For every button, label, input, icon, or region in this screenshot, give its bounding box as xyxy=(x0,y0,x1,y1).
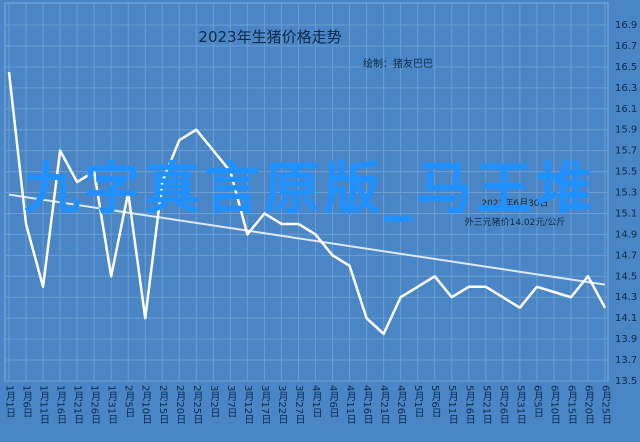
x-tick-label: 2月5日 xyxy=(123,385,135,418)
trend-line xyxy=(8,193,606,286)
y-tick-label: 15.3 xyxy=(615,188,637,199)
y-tick-label: 16.1 xyxy=(615,104,637,115)
x-tick-label: 6月20日 xyxy=(582,385,594,424)
x-tick-label: 3月7日 xyxy=(225,385,237,418)
price-line xyxy=(7,71,607,336)
y-tick-label: 14.9 xyxy=(615,229,637,240)
x-tick-label: 3月12日 xyxy=(242,385,254,424)
x-tick-label: 2月20日 xyxy=(174,385,186,424)
x-tick-label: 1月1日 xyxy=(4,385,16,418)
x-tick-label: 1月11日 xyxy=(38,385,50,424)
x-tick-label: 1月31日 xyxy=(106,385,118,424)
x-tick-label: 5月6日 xyxy=(429,385,441,418)
x-tick-label: 4月16日 xyxy=(361,385,373,424)
x-tick-label: 2月25日 xyxy=(191,385,203,424)
x-tick-label: 3月2日 xyxy=(208,385,220,418)
annotation: 外三元猪价14.02元/公斤 xyxy=(465,216,566,228)
x-tick-label: 1月6日 xyxy=(21,385,33,418)
x-tick-label: 5月1日 xyxy=(412,385,424,418)
y-tick-label: 13.7 xyxy=(615,355,637,366)
y-tick-label: 15.7 xyxy=(615,146,637,157)
y-tick-label: 15.1 xyxy=(615,208,637,219)
y-tick-label: 16.5 xyxy=(615,62,637,73)
annotation: 2023年6月30日 xyxy=(481,197,548,209)
x-tick-label: 3月17日 xyxy=(259,385,271,424)
y-tick-label: 14.5 xyxy=(615,271,637,282)
x-tick-label: 6月10日 xyxy=(548,385,560,424)
x-tick-label: 4月11日 xyxy=(344,385,356,424)
x-tick-label: 5月21日 xyxy=(480,385,492,424)
x-tick-label: 6月15日 xyxy=(565,385,577,424)
y-tick-label: 14.1 xyxy=(615,313,637,324)
x-tick-label: 4月6日 xyxy=(327,385,339,418)
x-tick-label: 1月26日 xyxy=(89,385,101,424)
x-tick-label: 3月27日 xyxy=(293,385,305,424)
chart-subtitle: 绘制：猪友巴巴 xyxy=(363,57,433,70)
y-tick-label: 16.7 xyxy=(615,41,637,52)
x-tick-label: 1月16日 xyxy=(55,385,67,424)
y-tick-label: 15.5 xyxy=(615,167,637,178)
y-tick-label: 16.3 xyxy=(615,83,637,94)
x-tick-label: 3月22日 xyxy=(276,385,288,424)
x-tick-label: 4月21日 xyxy=(378,385,390,424)
x-tick-label: 6月5日 xyxy=(531,385,543,418)
x-tick-label: 5月11日 xyxy=(446,385,458,424)
y-tick-label: 13.9 xyxy=(615,334,637,345)
x-tick-label: 5月26日 xyxy=(497,385,509,424)
x-tick-label: 4月1日 xyxy=(310,385,322,418)
y-tick-label: 16.9 xyxy=(615,20,637,31)
overlay-text: 九字真言原版_马王堆 xyxy=(24,157,596,222)
x-tick-label: 5月31日 xyxy=(514,385,526,424)
x-tick-label: 4月26日 xyxy=(395,385,407,424)
y-tick-label: 15.9 xyxy=(615,125,637,136)
x-tick-label: 2月15日 xyxy=(157,385,169,424)
chart-title: 2023年生猪价格走势 xyxy=(198,28,341,46)
x-tick-label: 5月16日 xyxy=(463,385,475,424)
y-tick-label: 14.3 xyxy=(615,292,637,303)
x-tick-label: 2月10日 xyxy=(140,385,152,424)
y-tick-label: 14.7 xyxy=(615,250,637,261)
x-tick-label: 6月25日 xyxy=(600,385,612,424)
x-tick-label: 1月21日 xyxy=(72,385,84,424)
y-tick-label: 13.5 xyxy=(615,376,637,387)
